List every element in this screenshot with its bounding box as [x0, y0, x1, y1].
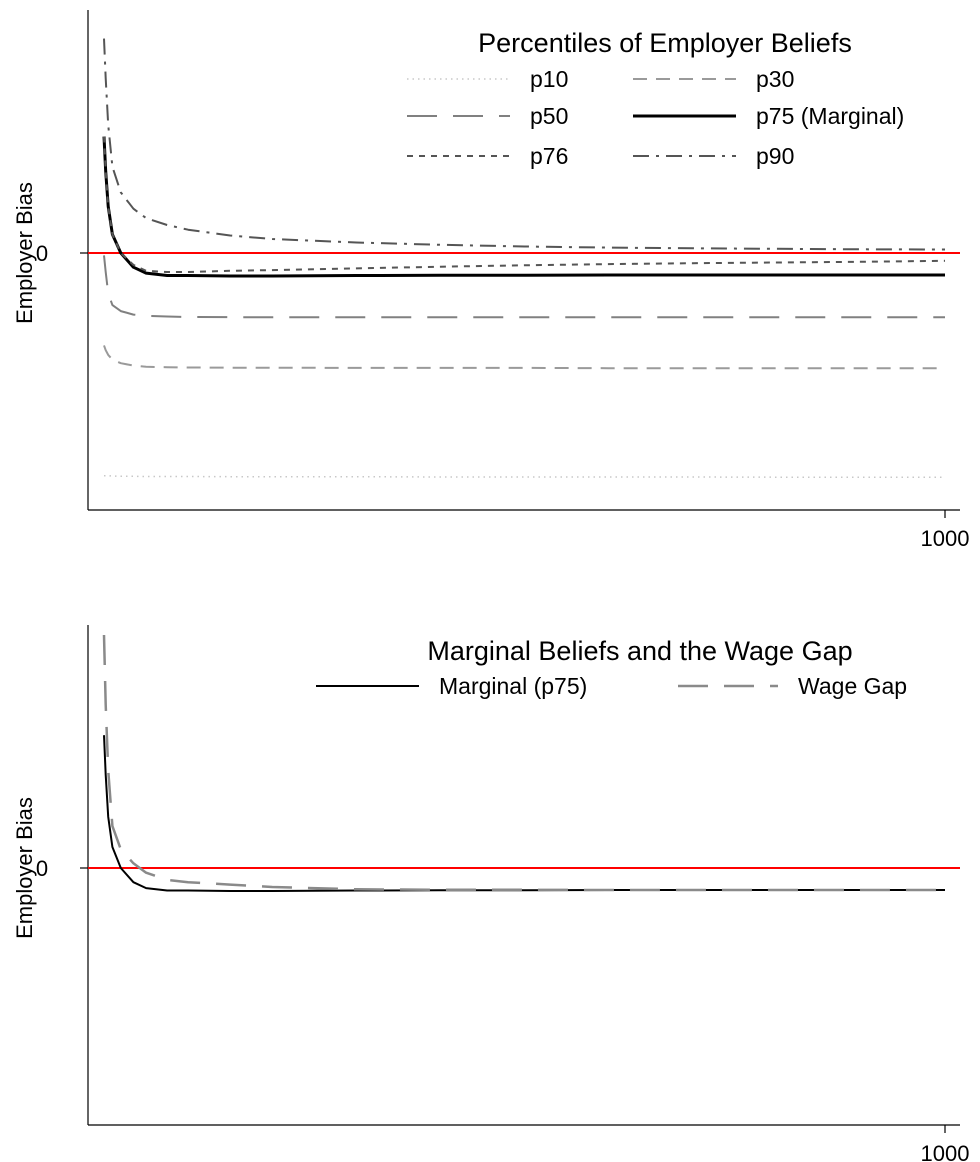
series-line-p76 [103, 136, 946, 273]
legend-label: p76 [530, 143, 568, 169]
x-tick-label: 1000 [921, 1141, 970, 1162]
series-line-p75-marginal [102, 136, 945, 278]
series-line-p10 [104, 475, 945, 478]
chart-title: Marginal Beliefs and the Wage Gap [427, 636, 852, 666]
x-tick-label: 1000 [921, 526, 970, 551]
y-tick-label: 0 [36, 856, 48, 881]
y-tick-label: 0 [36, 241, 48, 266]
chart-title: Percentiles of Employer Beliefs [478, 28, 852, 58]
legend-label: p10 [530, 66, 568, 92]
legend-label: p30 [756, 66, 794, 92]
series-line-wage-gap [102, 634, 945, 892]
chart-panel-2 [80, 625, 960, 1133]
series-line-p30 [103, 345, 945, 370]
series-line-p90 [103, 38, 946, 251]
chart-panel-1 [80, 10, 960, 518]
y-axis-label: Employer Bias [12, 182, 37, 324]
legend-label: p75 (Marginal) [756, 103, 904, 129]
legend-label: Wage Gap [798, 673, 907, 699]
legend-label: p90 [756, 143, 794, 169]
y-axis-label: Employer Bias [12, 797, 37, 939]
series-line-p50 [103, 255, 945, 319]
legend-label: Marginal (p75) [439, 673, 587, 699]
legend-label: p50 [530, 103, 568, 129]
